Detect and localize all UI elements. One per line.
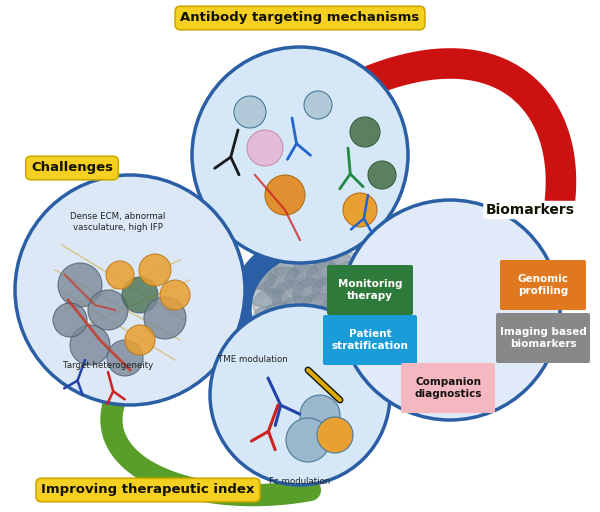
Ellipse shape (282, 289, 302, 307)
Circle shape (340, 200, 560, 420)
Ellipse shape (260, 313, 276, 327)
Ellipse shape (329, 251, 361, 279)
Ellipse shape (310, 301, 326, 316)
Text: Patient
stratification: Patient stratification (332, 329, 409, 351)
Circle shape (107, 340, 143, 376)
Ellipse shape (253, 257, 297, 294)
Circle shape (144, 297, 186, 339)
Circle shape (368, 161, 396, 189)
Circle shape (58, 263, 102, 307)
Ellipse shape (275, 248, 315, 282)
Ellipse shape (336, 280, 354, 296)
Ellipse shape (337, 258, 353, 272)
Ellipse shape (302, 286, 322, 304)
Text: Biomarkers: Biomarkers (485, 203, 575, 217)
Ellipse shape (271, 310, 289, 326)
Text: Monitoring
therapy: Monitoring therapy (338, 279, 402, 301)
Circle shape (317, 417, 353, 453)
Circle shape (70, 325, 110, 365)
Circle shape (125, 325, 155, 355)
Text: Genomic
profiling: Genomic profiling (517, 274, 569, 296)
Circle shape (88, 290, 128, 330)
Ellipse shape (325, 259, 345, 277)
Ellipse shape (331, 262, 369, 294)
Ellipse shape (295, 273, 315, 291)
Text: Companion
diagnostics: Companion diagnostics (414, 377, 482, 399)
Circle shape (265, 175, 305, 215)
Ellipse shape (290, 304, 310, 321)
Text: Fc modulation: Fc modulation (269, 478, 331, 486)
Ellipse shape (341, 269, 359, 287)
Ellipse shape (252, 306, 284, 334)
Ellipse shape (312, 276, 348, 307)
Ellipse shape (263, 296, 281, 313)
Circle shape (192, 47, 408, 263)
Circle shape (210, 305, 390, 485)
FancyBboxPatch shape (323, 315, 417, 365)
Text: Target heterogeneity: Target heterogeneity (63, 360, 153, 370)
Ellipse shape (262, 303, 298, 333)
Ellipse shape (285, 256, 305, 274)
Ellipse shape (329, 303, 347, 317)
Ellipse shape (255, 281, 275, 299)
Ellipse shape (316, 269, 335, 287)
Ellipse shape (264, 265, 286, 285)
Ellipse shape (272, 281, 312, 315)
Text: TME modulation: TME modulation (218, 355, 288, 365)
Ellipse shape (331, 286, 365, 314)
FancyBboxPatch shape (401, 363, 495, 413)
Ellipse shape (264, 267, 306, 303)
Ellipse shape (306, 262, 344, 294)
Text: Dense ECM, abnormal
vasculature, high IFP: Dense ECM, abnormal vasculature, high IF… (70, 212, 166, 232)
Circle shape (15, 175, 245, 405)
Text: Imaging based
biomarkers: Imaging based biomarkers (500, 327, 586, 349)
Circle shape (350, 117, 380, 147)
Ellipse shape (305, 261, 325, 280)
Ellipse shape (253, 289, 291, 321)
Ellipse shape (294, 252, 336, 288)
Ellipse shape (301, 293, 335, 323)
Ellipse shape (243, 261, 277, 289)
Ellipse shape (321, 295, 355, 325)
Circle shape (122, 277, 158, 313)
Ellipse shape (245, 273, 285, 307)
Circle shape (304, 91, 332, 119)
Ellipse shape (251, 267, 269, 283)
Ellipse shape (293, 279, 331, 311)
Circle shape (139, 254, 171, 286)
Ellipse shape (340, 292, 356, 308)
Text: Challenges: Challenges (31, 161, 113, 175)
Text: Antibody targeting mechanisms: Antibody targeting mechanisms (181, 11, 419, 25)
Text: Improving therapeutic index: Improving therapeutic index (41, 483, 254, 497)
FancyBboxPatch shape (327, 265, 413, 315)
Ellipse shape (315, 251, 355, 285)
Ellipse shape (275, 275, 296, 294)
Circle shape (160, 280, 190, 310)
Ellipse shape (281, 296, 319, 328)
Ellipse shape (327, 273, 363, 303)
Circle shape (53, 303, 87, 337)
Ellipse shape (321, 284, 339, 300)
FancyBboxPatch shape (500, 260, 586, 310)
Circle shape (234, 96, 266, 128)
Ellipse shape (285, 265, 325, 299)
Circle shape (343, 193, 377, 227)
Circle shape (286, 418, 330, 462)
Circle shape (106, 261, 134, 289)
Circle shape (247, 130, 283, 166)
Circle shape (300, 395, 340, 435)
FancyBboxPatch shape (496, 313, 590, 363)
